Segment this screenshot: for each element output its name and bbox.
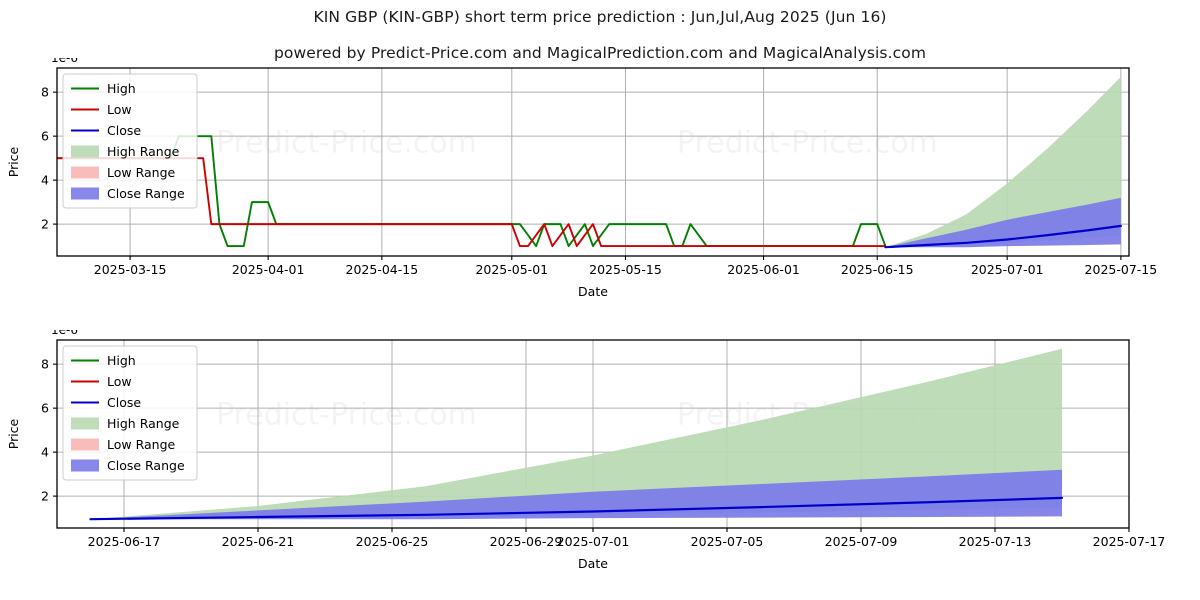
series-low: [57, 157, 887, 248]
x-tick-label: 2025-07-13: [959, 534, 1032, 549]
legend-label: Low Range: [107, 165, 176, 180]
watermark-text: Predict-Price.com: [216, 126, 477, 161]
band-close-range: [885, 197, 1121, 248]
legend-item-close-range[interactable]: Close Range: [71, 186, 185, 201]
x-tick-label: 2025-06-21: [222, 534, 295, 549]
x-tick-label: 2025-06-17: [88, 534, 161, 549]
legend-label: Close Range: [107, 458, 185, 473]
watermark-layer: Predict-Price.com Predict-Price.com: [216, 126, 938, 161]
chart-legend: High Low Close High Range Low Range Close Ran…: [62, 345, 198, 481]
x-axis: 2025-06-17 2025-06-21 2025-06-25 2025-06-29…: [88, 528, 1166, 571]
chart-overview-canvas: Predict-Price.com Predict-Price.com 2 4 6 8 1e…: [6, 58, 1157, 299]
legend-label: Low: [107, 374, 132, 389]
legend-patch-swatch: [71, 417, 99, 430]
y-tick-label: 2: [41, 217, 49, 232]
x-tick-label: 2025-07-01: [557, 534, 630, 549]
legend-item-close[interactable]: Close: [71, 395, 141, 410]
legend-item-high[interactable]: High: [71, 81, 136, 96]
legend-label: Low: [107, 102, 132, 117]
y-tick-label: 8: [41, 85, 49, 100]
y-axis-offset-label: 1e-6: [51, 58, 78, 65]
band-high-range: [885, 76, 1121, 248]
y-axis-offset-label: 1e-6: [51, 330, 78, 337]
legend-patch-swatch: [71, 145, 99, 158]
chart-forecast-detail-canvas: Predict-Price.comPredict-Price.com24681e…: [6, 330, 1166, 571]
legend-patch-swatch: [71, 166, 99, 179]
page-subtitle: powered by Predict-Price.com and Magical…: [273, 44, 927, 62]
y-tick-label: 2: [41, 489, 49, 504]
legend-label: High Range: [107, 144, 180, 159]
x-tick-label: 2025-07-15: [1085, 262, 1158, 277]
y-tick-label: 6: [41, 129, 49, 144]
x-tick-label: 2025-05-15: [589, 262, 662, 277]
legend-item-high-range[interactable]: High Range: [71, 144, 180, 159]
x-axis: 2025-03-15 2025-04-01 2025-04-15 2025-05-01…: [94, 256, 1157, 299]
legend-label: Close: [107, 395, 141, 410]
x-tick-label: 2025-07-05: [691, 534, 764, 549]
x-tick-label: 2025-04-15: [346, 262, 419, 277]
x-tick-label: 2025-06-15: [841, 262, 914, 277]
legend-label: Low Range: [107, 437, 176, 452]
y-axis-title: Price: [6, 418, 21, 449]
legend-item-high[interactable]: High: [71, 353, 136, 368]
chart-overview: Predict-Price.com Predict-Price.com 2 4 6 8 1e…: [0, 58, 1200, 308]
range-bands: [885, 76, 1121, 248]
series-lines: [57, 135, 1122, 249]
band-high-range: [90, 348, 1062, 520]
x-tick-label: 2025-07-01: [971, 262, 1044, 277]
legend-label: High Range: [107, 416, 180, 431]
x-tick-label: 2025-07-17: [1093, 534, 1166, 549]
legend-label: High: [107, 81, 136, 96]
y-tick-label: 4: [41, 445, 49, 460]
series-close: [89, 496, 1064, 521]
y-tick-label: 8: [41, 357, 49, 372]
legend-label: Close Range: [107, 186, 185, 201]
x-tick-label: 2025-03-15: [94, 262, 167, 277]
y-axis: 2 4 6 8 1e-6 Price: [6, 330, 78, 504]
watermark-text: Predict-Price.com: [677, 126, 938, 161]
series-close: [884, 224, 1122, 249]
legend-patch-swatch: [71, 459, 99, 472]
legend-item-low[interactable]: Low: [71, 374, 132, 389]
x-tick-label: 2025-06-01: [727, 262, 800, 277]
legend-item-close[interactable]: Close: [71, 123, 141, 138]
x-axis-title: Date: [578, 284, 608, 299]
x-tick-label: 2025-05-01: [475, 262, 548, 277]
x-tick-label: 2025-06-29: [490, 534, 563, 549]
legend-item-low[interactable]: Low: [71, 102, 132, 117]
x-tick-label: 2025-07-09: [825, 534, 898, 549]
legend-patch-swatch: [71, 438, 99, 451]
y-axis: 2 4 6 8 1e-6 Price: [6, 58, 78, 232]
x-tick-label: 2025-04-01: [232, 262, 305, 277]
legend-label: Close: [107, 123, 141, 138]
range-bands: [90, 348, 1062, 520]
y-tick-label: 6: [41, 401, 49, 416]
x-tick-label: 2025-06-25: [356, 534, 429, 549]
chart-legend: High Low Close High Range Low Range Close Ran…: [62, 73, 198, 209]
legend-label: High: [107, 353, 136, 368]
page-title: KIN GBP (KIN-GBP) short term price predi…: [313, 8, 887, 26]
y-tick-label: 4: [41, 173, 49, 188]
legend-item-high-range[interactable]: High Range: [71, 416, 180, 431]
legend-patch-swatch: [71, 187, 99, 200]
axes-spines: [56, 67, 1130, 257]
legend-item-low-range[interactable]: Low Range: [71, 437, 176, 452]
watermark-text: Predict-Price.com: [216, 398, 477, 433]
band-close-range: [90, 469, 1062, 520]
x-axis-title: Date: [578, 556, 608, 571]
series-lines: [89, 496, 1064, 521]
legend-item-close-range[interactable]: Close Range: [71, 458, 185, 473]
legend-item-low-range[interactable]: Low Range: [71, 165, 176, 180]
y-axis-title: Price: [6, 146, 21, 177]
chart-forecast-detail: Predict-Price.comPredict-Price.com24681e…: [0, 330, 1200, 580]
